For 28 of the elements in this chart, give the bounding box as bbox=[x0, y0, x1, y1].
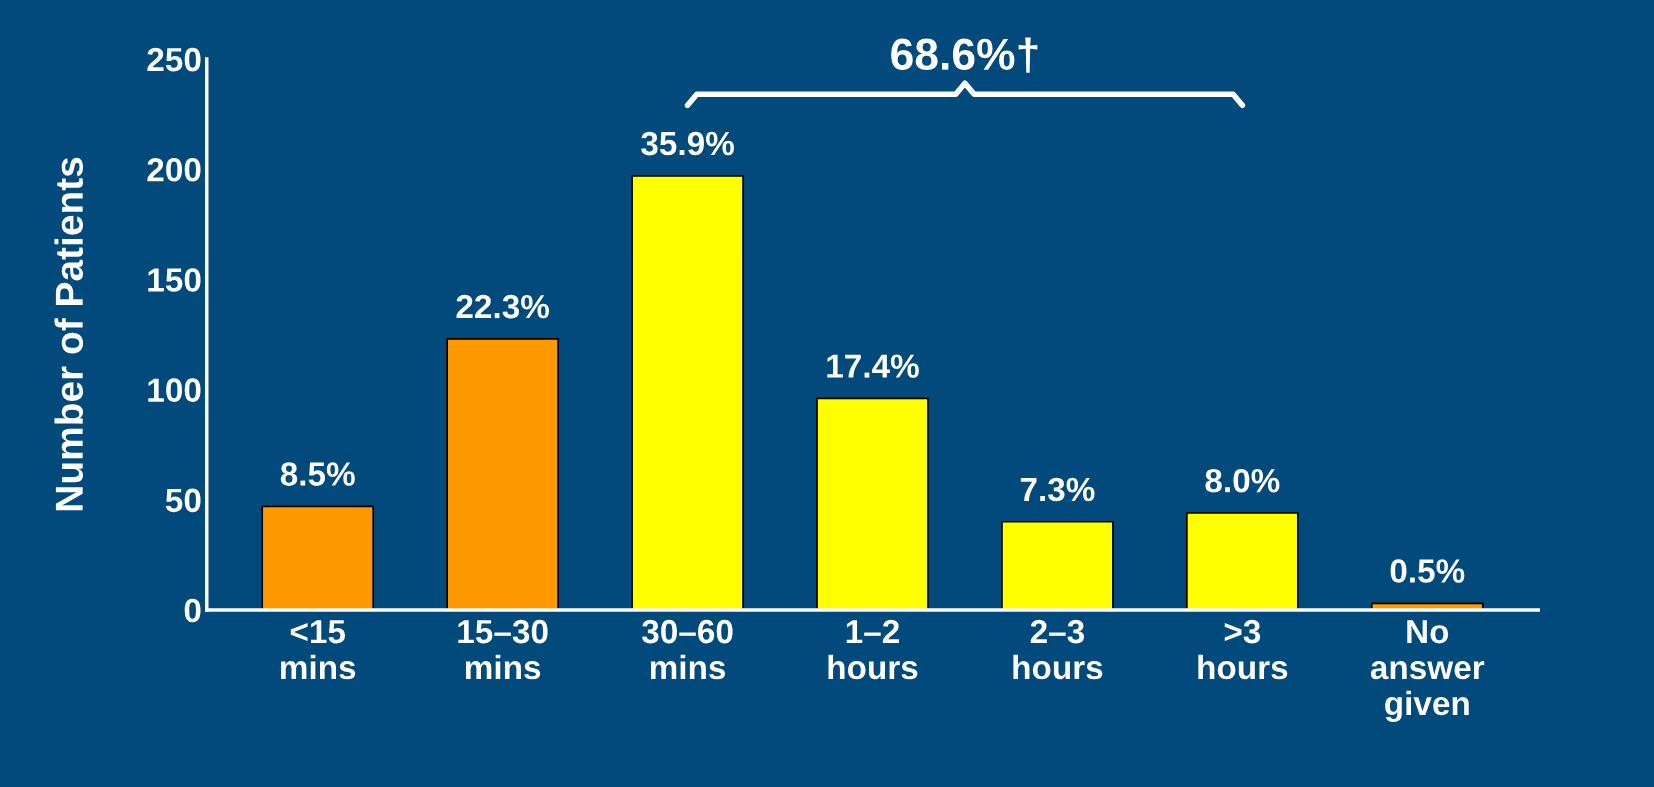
y-tick-label: 50 bbox=[165, 488, 201, 513]
y-tick-label: 100 bbox=[148, 378, 201, 402]
annotation: 68.6%† bbox=[891, 37, 1038, 73]
annotation: 8.5% bbox=[280, 462, 355, 486]
y-tick-label: 200 bbox=[147, 158, 201, 182]
x-tick-label: 30–60 mins bbox=[641, 619, 733, 680]
annotation: 8.0% bbox=[1205, 468, 1280, 493]
x-tick-label: 15–30 mins bbox=[458, 619, 548, 680]
x-tick-label: 2–3 hours bbox=[1013, 619, 1103, 680]
bar bbox=[261, 505, 375, 610]
annotation: 35.9% bbox=[641, 131, 734, 156]
annotation: 17.4% bbox=[827, 354, 919, 378]
x-tick-label: No answer given bbox=[1370, 620, 1485, 722]
x-tick-label: >3 hours bbox=[1198, 619, 1288, 680]
annotation: 0.5% bbox=[1390, 559, 1465, 583]
y-axis-title: Number of Patients bbox=[54, 157, 84, 511]
bar bbox=[446, 338, 559, 610]
bar bbox=[816, 397, 929, 610]
x-tick-label: 1–2 hours bbox=[828, 619, 918, 680]
y-tick-label: 150 bbox=[148, 268, 201, 292]
annotation: 7.3% bbox=[1020, 477, 1095, 502]
bar bbox=[631, 174, 744, 610]
y-tick-label: 0 bbox=[184, 598, 201, 623]
y-tick-label: 250 bbox=[147, 47, 201, 72]
annotation: 22.3% bbox=[456, 294, 550, 319]
bar bbox=[1186, 512, 1299, 610]
bar bbox=[1001, 520, 1114, 610]
x-tick-label: <15 mins bbox=[281, 620, 356, 680]
